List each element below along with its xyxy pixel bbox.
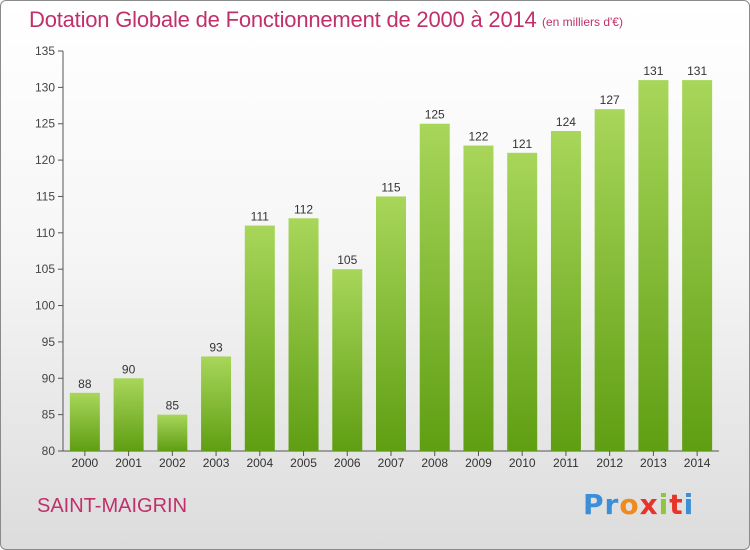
logo-letter: i xyxy=(683,488,695,521)
data-label-2005: 112 xyxy=(294,202,313,216)
x-tick-label: 2009 xyxy=(465,456,492,470)
y-tick-label: 110 xyxy=(36,226,55,240)
logo-letter: r xyxy=(604,488,620,521)
data-label-2006: 105 xyxy=(337,253,357,267)
y-tick-label: 125 xyxy=(35,117,55,131)
x-tick-label: 2011 xyxy=(553,456,579,470)
bar-2000 xyxy=(69,392,100,451)
data-label-2012: 127 xyxy=(600,93,620,107)
y-tick-label: 135 xyxy=(35,44,55,58)
logo-letter: x xyxy=(639,488,659,521)
x-tick-label: 2008 xyxy=(421,456,448,470)
y-tick-label: 95 xyxy=(42,335,56,349)
bar-2012 xyxy=(594,109,625,451)
proxiti-logo[interactable]: Proxiti xyxy=(583,488,694,521)
chart-title: Dotation Globale de Fonctionnement de 20… xyxy=(29,7,537,32)
data-label-2002: 85 xyxy=(166,399,180,413)
commune-name: SAINT-MAIGRIN xyxy=(37,495,188,517)
bar-2008 xyxy=(419,123,450,452)
y-tick-label: 105 xyxy=(35,262,55,276)
data-label-2010: 121 xyxy=(512,137,532,151)
data-label-2008: 125 xyxy=(425,108,445,122)
bar-2002 xyxy=(157,414,188,451)
bar-2004 xyxy=(244,225,275,451)
x-tick-label: 2013 xyxy=(640,456,667,470)
x-tick-label: 2007 xyxy=(378,456,405,470)
bar-2006 xyxy=(332,269,363,451)
x-tick-label: 2010 xyxy=(509,456,536,470)
data-label-2004: 111 xyxy=(251,210,270,224)
x-tick-label: 2014 xyxy=(684,456,711,470)
logo-letter: t xyxy=(669,488,684,521)
y-tick-label: 120 xyxy=(35,153,55,167)
y-tick-label: 115 xyxy=(36,189,55,203)
bar-2010 xyxy=(507,152,538,451)
x-tick-label: 2005 xyxy=(290,456,317,470)
data-label-2009: 122 xyxy=(468,130,488,144)
data-label-2007: 115 xyxy=(381,180,400,194)
x-tick-label: 2006 xyxy=(334,456,361,470)
x-tick-label: 2000 xyxy=(72,456,99,470)
bar-2007 xyxy=(376,196,406,451)
logo-letter: i xyxy=(658,488,670,521)
bar-2005 xyxy=(288,218,319,451)
bar-2014 xyxy=(682,80,713,451)
y-axis: 80 85 90 95 100 105 110 115 120 125 130 135 xyxy=(35,44,64,458)
data-labels: 88 90 85 93 111 112 105 115 125 122 121 124 127 131 13… xyxy=(78,64,707,413)
data-label-2011: 124 xyxy=(556,115,576,129)
y-tick-label: 100 xyxy=(35,299,55,313)
bar-2009 xyxy=(463,145,494,451)
bar-2003 xyxy=(201,356,232,451)
x-tick-label: 2012 xyxy=(596,456,623,470)
logo-letter: P xyxy=(583,488,605,521)
data-label-2014: 131 xyxy=(687,64,707,78)
x-axis: 2000 2001 2002 2003 2004 2005 2006 2007 2008 2009… xyxy=(63,450,719,470)
bar-2001 xyxy=(113,378,144,451)
x-tick-label: 2004 xyxy=(246,456,273,470)
bars xyxy=(69,80,713,452)
data-label-2001: 90 xyxy=(122,362,136,376)
data-label-2000: 88 xyxy=(78,377,92,391)
x-tick-label: 2001 xyxy=(115,456,142,470)
bar-2011 xyxy=(550,131,581,451)
x-tick-label: 2003 xyxy=(203,456,230,470)
bar-2013 xyxy=(638,80,669,451)
logo-letter: o xyxy=(619,488,640,521)
y-tick-label: 80 xyxy=(42,444,56,458)
data-label-2003: 93 xyxy=(209,340,223,354)
x-tick-label: 2002 xyxy=(159,456,186,470)
y-tick-label: 130 xyxy=(35,80,55,94)
data-label-2013: 131 xyxy=(643,64,663,78)
y-tick-label: 85 xyxy=(42,408,56,422)
y-tick-label: 90 xyxy=(42,371,56,385)
chart-unit: (en milliers d'€) xyxy=(542,15,623,29)
